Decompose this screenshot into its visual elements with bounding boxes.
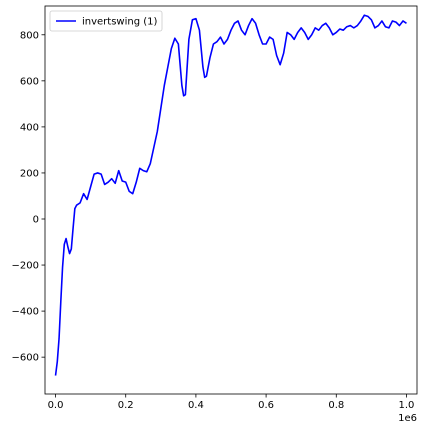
legend-label: invertswing (1) [82,17,158,28]
plot-area [44,5,418,395]
x-axis-offset-label: 1e6 [398,413,417,424]
y-tick-label: −200 [12,261,39,272]
y-tick-label: 600 [20,76,39,87]
x-tick-label: 0.2 [118,400,134,411]
x-axis: 0.0 0.2 0.4 0.6 0.8 1.0 [48,394,415,411]
axes-frame [44,5,418,395]
y-tick-label: −600 [12,353,39,364]
series-line-0 [54,14,407,376]
legend: invertswing (1) [49,10,163,32]
x-tick-label: 1.0 [399,400,415,411]
legend-box [49,10,163,32]
y-tick-label: 0 [33,214,39,225]
x-tick-label: 0.4 [188,400,204,411]
x-tick-label: 0.8 [328,400,344,411]
y-axis: −600 −400 −200 0 200 400 600 800 [12,30,45,364]
x-tick-label: 0.6 [258,400,274,411]
y-tick-label: 800 [20,30,39,41]
y-tick-label: 400 [20,122,39,133]
x-tick-label: 0.0 [48,400,64,411]
y-tick-label: −400 [12,307,39,318]
y-tick-label: 200 [20,168,39,179]
